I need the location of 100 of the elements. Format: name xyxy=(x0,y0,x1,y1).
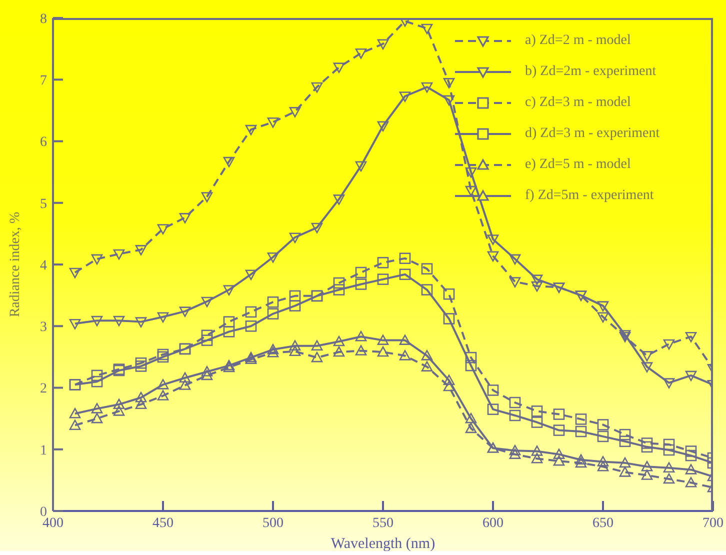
point xyxy=(311,340,323,350)
y-tick-label: 6 xyxy=(40,135,47,150)
point xyxy=(641,441,653,453)
point xyxy=(223,285,235,296)
point xyxy=(377,39,389,50)
point xyxy=(619,466,631,477)
point xyxy=(641,351,653,362)
point xyxy=(267,252,279,263)
point xyxy=(531,406,543,417)
point xyxy=(377,334,389,345)
y-tick-label: 2 xyxy=(40,382,47,397)
y-axis-title: Radiance index, % xyxy=(8,211,23,318)
x-axis-title: Wavelength (nm) xyxy=(330,536,436,552)
point xyxy=(575,426,587,438)
point xyxy=(421,263,433,274)
y-tick-label: 5 xyxy=(40,196,47,212)
point xyxy=(663,378,675,388)
legend-label: b) Zd=2m - experiment xyxy=(525,64,656,80)
point xyxy=(113,398,125,410)
point xyxy=(201,296,213,308)
point xyxy=(69,319,81,330)
point xyxy=(685,450,697,462)
point xyxy=(289,107,301,118)
point xyxy=(91,316,103,326)
point xyxy=(91,403,103,414)
point xyxy=(465,186,477,196)
point xyxy=(685,332,697,342)
legend-label: a) Zd=2 m - model xyxy=(525,32,631,48)
point xyxy=(289,300,301,312)
point xyxy=(223,156,235,168)
point xyxy=(179,306,191,317)
point xyxy=(641,362,653,372)
point xyxy=(311,352,323,362)
point xyxy=(333,284,345,296)
legend-label: c) Zd=3 m - model xyxy=(525,94,631,110)
point xyxy=(553,448,565,459)
point xyxy=(509,444,521,456)
point xyxy=(575,457,587,468)
point xyxy=(465,167,477,178)
point xyxy=(509,277,521,288)
point xyxy=(245,320,257,332)
point xyxy=(597,301,609,312)
point xyxy=(465,422,477,434)
point xyxy=(399,252,411,264)
point xyxy=(135,392,147,402)
point xyxy=(135,357,147,369)
point xyxy=(91,254,103,265)
point xyxy=(223,316,235,328)
point xyxy=(465,412,477,424)
point xyxy=(245,124,257,136)
point xyxy=(531,452,543,464)
point xyxy=(509,254,521,265)
point xyxy=(289,290,301,302)
point xyxy=(597,456,609,466)
point xyxy=(377,274,389,285)
y-tick-label: 3 xyxy=(40,320,47,336)
x-tick-label: 500 xyxy=(262,516,284,531)
x-tick-label: 700 xyxy=(702,516,724,531)
point xyxy=(421,361,433,372)
point xyxy=(421,24,433,34)
point xyxy=(487,251,499,262)
point xyxy=(443,313,455,324)
point xyxy=(443,380,455,392)
point xyxy=(531,281,543,292)
point xyxy=(311,82,323,93)
point xyxy=(663,339,675,350)
point xyxy=(157,348,169,360)
point xyxy=(575,414,587,425)
point xyxy=(399,92,411,102)
y-tick-label: 7 xyxy=(40,74,47,89)
point xyxy=(201,330,213,342)
point xyxy=(179,213,191,224)
point xyxy=(509,396,521,408)
point xyxy=(399,350,411,360)
legend-label: e) Zd=5 m - model xyxy=(525,156,631,172)
point xyxy=(421,350,433,360)
point xyxy=(223,326,235,338)
point xyxy=(553,424,565,436)
point xyxy=(201,192,213,202)
point xyxy=(443,288,455,300)
point xyxy=(113,406,125,416)
point xyxy=(465,352,477,364)
point xyxy=(135,360,147,372)
point xyxy=(377,346,389,357)
point xyxy=(443,78,455,88)
point xyxy=(289,340,301,350)
point xyxy=(157,379,169,390)
point xyxy=(201,366,213,376)
point xyxy=(641,460,653,472)
point xyxy=(575,454,587,464)
point xyxy=(663,444,675,456)
point xyxy=(619,436,631,448)
legend-label: d) Zd=3 m - experiment xyxy=(525,126,660,142)
point xyxy=(113,249,125,260)
point xyxy=(597,460,609,472)
point xyxy=(267,344,279,354)
point xyxy=(69,268,81,278)
point xyxy=(663,462,675,473)
point xyxy=(245,306,257,318)
point xyxy=(465,360,477,372)
